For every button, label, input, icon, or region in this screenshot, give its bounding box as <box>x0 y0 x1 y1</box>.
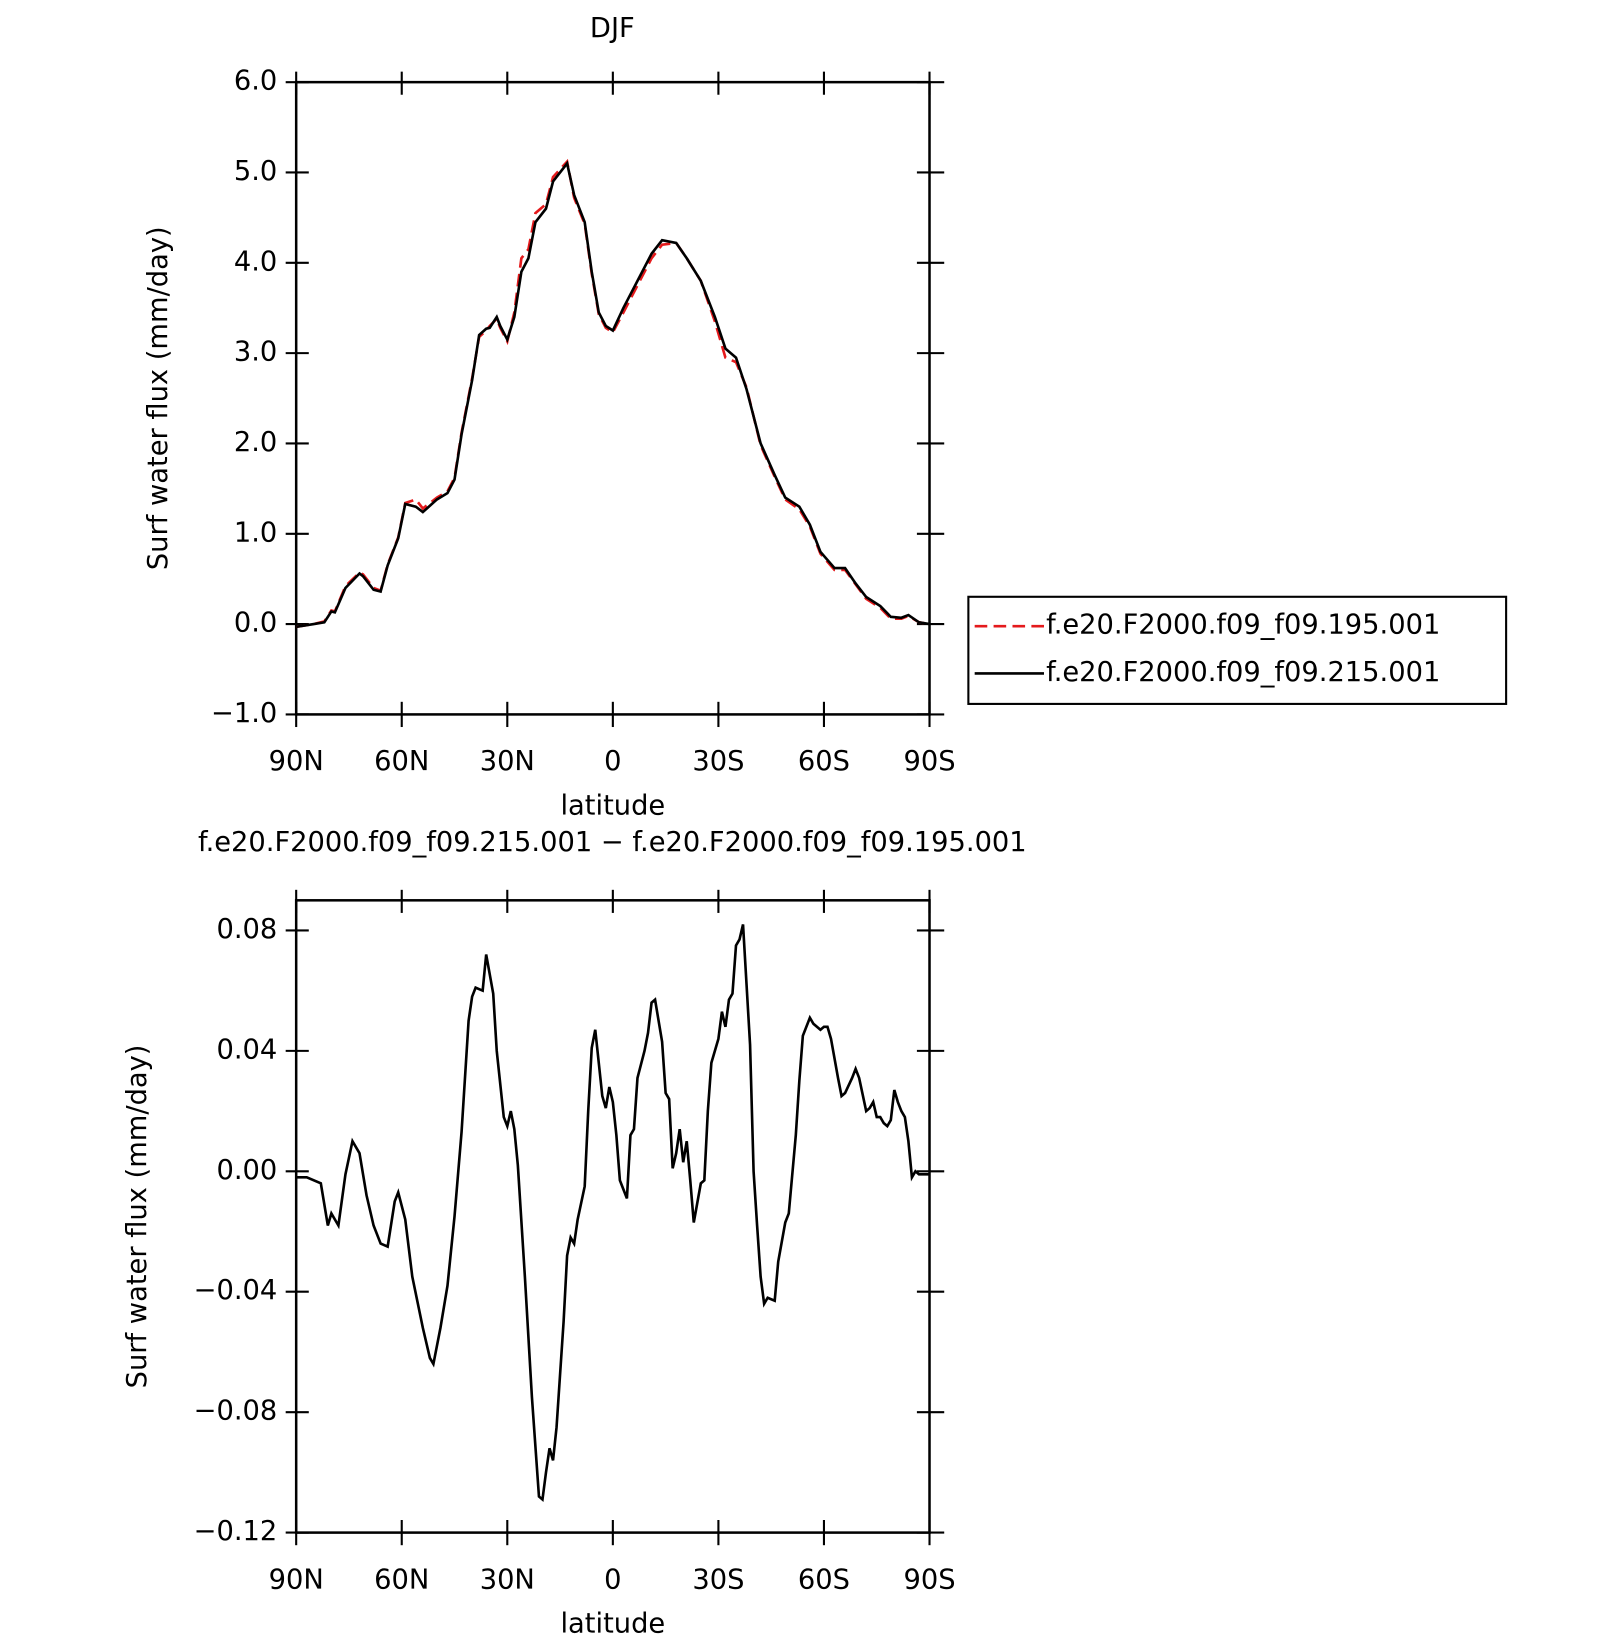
x-tick-label: 0 <box>604 746 621 777</box>
x-tick-label: 0 <box>604 1564 621 1595</box>
legend-box <box>967 595 1508 705</box>
x-axis-label: latitude <box>560 1609 665 1640</box>
y-tick-label: 4.0 <box>234 246 277 277</box>
x-tick-label: 30N <box>480 746 535 777</box>
legend-label: f.e20.F2000.f09_f09.195.001 <box>1046 610 1440 641</box>
y-tick-label: 0.0 <box>234 608 277 639</box>
y-tick-label: 0.08 <box>216 914 277 945</box>
y-axis-label: Surf water flux (mm/day) <box>122 1045 153 1389</box>
y-tick-label: 2.0 <box>234 427 277 458</box>
x-axis-label: latitude <box>560 790 665 821</box>
legend-label: f.e20.F2000.f09_f09.215.001 <box>1046 657 1440 688</box>
y-tick-label: 5.0 <box>234 156 277 187</box>
x-tick-label: 90N <box>269 1564 324 1595</box>
x-tick-label: 60N <box>374 1564 429 1595</box>
x-tick-label: 90S <box>903 1564 955 1595</box>
y-tick-label: 3.0 <box>234 337 277 368</box>
y-tick-label: −0.08 <box>194 1396 278 1427</box>
chart-title: DJF <box>590 13 635 44</box>
x-tick-label: 60S <box>798 1564 850 1595</box>
y-axis-label: Surf water flux (mm/day) <box>143 226 174 570</box>
y-tick-label: 1.0 <box>234 517 277 548</box>
x-tick-label: 60N <box>374 746 429 777</box>
plot-frame <box>294 80 931 716</box>
y-tick-label: −1.0 <box>211 698 277 729</box>
x-tick-label: 30N <box>480 1564 535 1595</box>
x-tick-label: 90S <box>903 746 955 777</box>
chart-title: f.e20.F2000.f09_f09.215.001 − f.e20.F200… <box>198 827 1027 858</box>
data-line <box>295 160 930 629</box>
y-tick-label: −0.12 <box>194 1516 278 1547</box>
y-tick-label: −0.04 <box>194 1275 278 1306</box>
x-tick-label: 60S <box>798 746 850 777</box>
y-tick-label: 6.0 <box>234 66 277 97</box>
y-tick-label: 0.04 <box>216 1034 277 1065</box>
y-tick-label: 0.00 <box>216 1155 277 1186</box>
x-tick-label: 30S <box>692 1564 744 1595</box>
x-tick-label: 90N <box>269 746 324 777</box>
data-line <box>296 924 930 1503</box>
x-tick-label: 30S <box>692 746 744 777</box>
